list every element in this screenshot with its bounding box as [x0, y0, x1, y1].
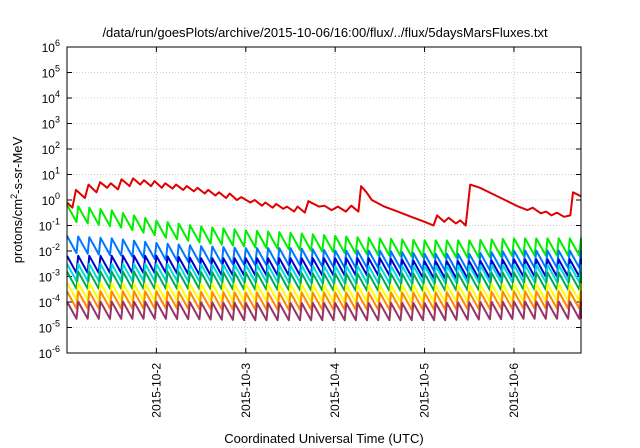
y-tick-label: 106	[42, 38, 60, 55]
y-tick-label: 102	[42, 140, 60, 157]
y-axis-label-main: protons/cm	[10, 199, 25, 263]
chart-title: /data/run/goesPlots/archive/2015-10-06/1…	[102, 25, 548, 40]
x-tick-label: 2015-10-3	[239, 363, 253, 418]
y-tick-label: 10-5	[39, 319, 60, 336]
series-line-8	[66, 290, 582, 311]
series-line-2	[66, 204, 582, 259]
y-tick-label: 100	[42, 191, 60, 208]
y-axis-label: protons/cm2-s-sr-MeV	[9, 136, 25, 263]
series-line-6	[66, 270, 582, 292]
y-tick-label: 10-6	[39, 344, 60, 361]
x-tick-labels: 2015-10-2 2015-10-3 2015-10-4 2015-10-5 2015…	[149, 363, 521, 418]
y-tick-label: 101	[42, 166, 60, 183]
y-tick-labels: 10-6 10-5 10-4 10-3 10-2 10-1 100 101 102 103 104 1…	[39, 38, 60, 361]
y-tick-label: 103	[42, 115, 60, 132]
series-line-9	[66, 300, 582, 322]
y-tick-label: 10-2	[39, 242, 60, 259]
y-tick-label: 105	[42, 64, 60, 81]
x-tick-label: 2015-10-5	[418, 363, 432, 418]
x-axis-label: Coordinated Universal Time (UTC)	[224, 431, 423, 446]
y-axis-label-tail: -s-sr-MeV	[10, 136, 25, 193]
y-tick-label: 104	[42, 89, 60, 106]
y-tick-label: 10-4	[39, 293, 60, 310]
x-tick-label: 2015-10-6	[507, 363, 521, 418]
y-tick-label: 10-1	[39, 217, 60, 234]
series-layer	[66, 177, 582, 322]
x-tick-label: 2015-10-4	[328, 363, 342, 418]
series-line-1	[66, 177, 582, 227]
y-tick-label: 10-3	[39, 268, 60, 285]
x-tick-label: 2015-10-2	[149, 363, 163, 418]
y-axis-label-sup: 2	[9, 194, 19, 199]
plot-frame	[66, 46, 582, 354]
